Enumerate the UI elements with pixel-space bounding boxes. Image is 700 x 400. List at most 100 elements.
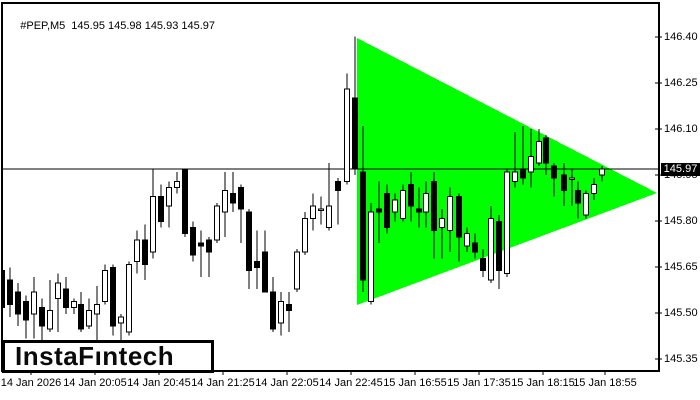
candle-body-bear <box>543 137 549 164</box>
candle-body-bull <box>326 205 332 229</box>
candle-body-bull <box>423 193 429 213</box>
candle-body-bull <box>447 196 453 232</box>
candle-body-bear <box>352 97 358 170</box>
price-axis-label: 145.80 <box>664 215 698 227</box>
candle-body-bear <box>416 208 422 213</box>
candle-body-bear <box>551 165 557 179</box>
candle-body-bear <box>158 196 164 222</box>
candle-body-bull <box>439 217 445 229</box>
candle-body-bear <box>496 220 502 272</box>
candle-body-bear <box>286 304 292 312</box>
price-axis-label: 146.40 <box>664 31 698 43</box>
price-axis-label: 145.50 <box>664 307 698 319</box>
candle-body-bull <box>55 282 61 299</box>
candle-body-bear <box>335 180 341 192</box>
candle-body-bull <box>344 88 350 182</box>
time-axis-label: 14 Jan 22:05 <box>255 377 319 389</box>
candle-body-bear <box>254 260 260 269</box>
candle-body-bear <box>360 171 366 281</box>
candle-body-bear <box>456 196 462 238</box>
time-axis-label: 14 Jan 20:05 <box>63 377 127 389</box>
candle-body-bear <box>198 242 204 247</box>
candle-body-bull <box>134 239 140 262</box>
candle-body-bull <box>118 316 124 324</box>
time-axis-label: 14 Jan 20:45 <box>127 377 191 389</box>
candle-body-bull <box>102 270 108 302</box>
price-axis-label: 145.35 <box>664 353 698 365</box>
candle-body-bear <box>238 186 244 210</box>
candle-body-bull <box>31 291 37 315</box>
candle-body-bear <box>23 300 29 321</box>
candle-body-bear <box>78 304 84 330</box>
candle-body-bull <box>504 171 510 275</box>
candle-body-bull <box>71 300 77 309</box>
candle-body-bull <box>166 186 172 207</box>
candle-body-bull <box>222 190 228 213</box>
candle-body-bear <box>230 193 236 204</box>
candle-body-bull <box>583 193 589 216</box>
candle-body-bull <box>400 190 406 219</box>
candle-body-bull <box>569 177 575 181</box>
candle-body-bear <box>206 239 212 253</box>
candle-body-bull <box>126 263 132 333</box>
candle-body-bull <box>464 233 470 247</box>
price-axis-label: 146.10 <box>664 123 698 135</box>
candle-body-bull <box>94 304 100 315</box>
candle-body-bear <box>561 174 567 192</box>
candle-body-bear <box>575 190 581 204</box>
candle-body-bull <box>318 208 324 211</box>
candle-body-bear <box>63 288 69 309</box>
time-axis-label: 15 Jan 16:55 <box>383 377 447 389</box>
candle-body-bear <box>376 208 382 213</box>
candle-body-bull <box>368 211 374 302</box>
quote-ohlc-values: 145.95 145.98 145.93 145.97 <box>71 20 216 32</box>
candle-body-bull <box>528 156 534 173</box>
candle-body-bull <box>512 171 518 182</box>
candle-body-bear <box>7 279 13 306</box>
time-axis-label: 14 Jan 22:45 <box>319 377 383 389</box>
time-axis-label: 15 Jan 17:35 <box>447 377 511 389</box>
candle-body-bull <box>174 180 180 188</box>
candle-body-bull <box>294 251 300 290</box>
plot-area[interactable] <box>0 36 659 342</box>
candle-body-bear <box>384 193 390 229</box>
candle-body-bear <box>270 291 276 330</box>
candle-body-bear <box>472 242 478 253</box>
candle-body-bear <box>408 183 414 207</box>
candle-body-bear <box>142 239 148 265</box>
time-axis-label: 14 Jan 21:25 <box>191 377 255 389</box>
candle-body-bear <box>110 267 116 327</box>
time-axis-label: 15 Jan 18:55 <box>573 377 637 389</box>
candle-body-bear <box>190 227 196 256</box>
current-price-tag: 145.97 <box>661 163 700 176</box>
quote-bar: #PEP,M5 145.95 145.98 145.93 145.97 <box>8 8 221 44</box>
price-axis-label: 146.25 <box>664 77 698 89</box>
candle-body-bull <box>392 199 398 213</box>
chart-border <box>1 2 660 372</box>
instafintech-logo-text: InstaFıntech <box>15 341 175 371</box>
price-axis-label: 145.65 <box>664 261 698 273</box>
candle-body-bear <box>246 211 252 272</box>
candle-body-bull <box>278 300 284 324</box>
candle-body-bear <box>182 168 188 235</box>
candle-body-bull <box>488 217 494 281</box>
candle-body-bear <box>15 291 21 315</box>
candle-body-bull <box>302 217 308 253</box>
symbol-period-label: #PEP,M5 <box>20 20 66 32</box>
candle-body-bull <box>310 205 316 219</box>
candle-body-bear <box>520 168 526 179</box>
candle-body-bull <box>86 310 92 327</box>
candle-body-bull <box>214 205 220 241</box>
candle-body-bull <box>536 140 542 164</box>
candle-body-bull <box>150 196 156 253</box>
candle-body-bull <box>47 310 53 330</box>
candle-body-bear <box>480 257 486 272</box>
candle-body-bear <box>2 270 5 309</box>
candle-body-bear <box>431 180 437 232</box>
candle-body-bear <box>39 307 45 327</box>
candle-body-bear <box>262 251 268 293</box>
time-axis-label: 15 Jan 18:15 <box>511 377 575 389</box>
candle-body-bull <box>599 168 605 176</box>
